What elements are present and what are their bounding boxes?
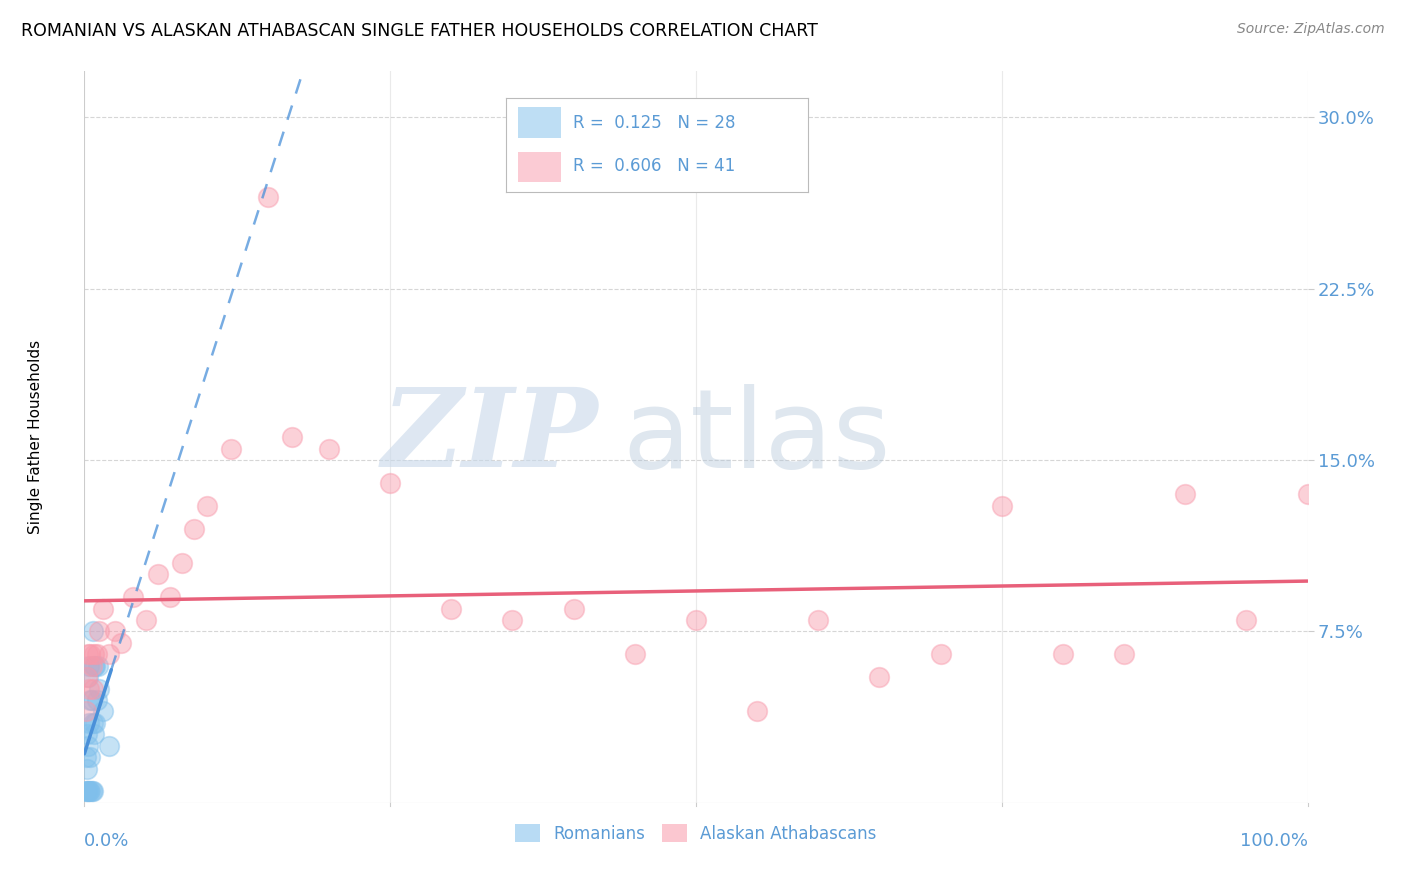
Point xyxy=(75,784,97,798)
Point xyxy=(991,499,1014,513)
Point xyxy=(172,556,194,570)
Text: Source: ZipAtlas.com: Source: ZipAtlas.com xyxy=(1237,22,1385,37)
Point xyxy=(318,442,340,456)
Point xyxy=(77,784,100,798)
Point xyxy=(76,727,98,741)
Point xyxy=(82,624,104,639)
Point xyxy=(195,499,218,513)
Point xyxy=(440,601,463,615)
Point xyxy=(75,750,97,764)
Point xyxy=(77,670,100,684)
Point xyxy=(91,601,114,615)
Point xyxy=(97,647,120,661)
Legend: Romanians, Alaskan Athabascans: Romanians, Alaskan Athabascans xyxy=(509,818,883,849)
Point xyxy=(76,762,98,776)
Point xyxy=(77,715,100,730)
Point xyxy=(76,784,98,798)
Point xyxy=(79,647,101,661)
Point xyxy=(77,784,100,798)
Point xyxy=(1296,487,1319,501)
Point xyxy=(97,739,120,753)
Point xyxy=(82,681,104,696)
Text: 0.0%: 0.0% xyxy=(84,832,129,850)
Point xyxy=(87,658,110,673)
Point xyxy=(122,590,145,604)
Point xyxy=(80,693,103,707)
Point xyxy=(84,715,107,730)
Point xyxy=(77,658,100,673)
Point xyxy=(84,658,107,673)
Point xyxy=(135,613,157,627)
Point xyxy=(76,670,98,684)
Point xyxy=(685,613,707,627)
Text: Single Father Households: Single Father Households xyxy=(28,340,44,534)
FancyBboxPatch shape xyxy=(519,108,561,138)
Point xyxy=(1114,647,1136,661)
Point xyxy=(502,613,524,627)
Point xyxy=(80,784,103,798)
Point xyxy=(380,475,402,490)
Text: 100.0%: 100.0% xyxy=(1240,832,1308,850)
Point xyxy=(79,693,101,707)
Point xyxy=(159,590,181,604)
Point xyxy=(869,670,891,684)
Point xyxy=(83,658,105,673)
Text: atlas: atlas xyxy=(623,384,891,491)
FancyBboxPatch shape xyxy=(519,152,561,183)
Text: ZIP: ZIP xyxy=(381,384,598,491)
Point xyxy=(624,647,647,661)
Text: R =  0.606   N = 41: R = 0.606 N = 41 xyxy=(572,158,735,176)
Point xyxy=(80,658,103,673)
Point xyxy=(75,705,97,719)
Point xyxy=(79,750,101,764)
Point xyxy=(86,647,108,661)
Point xyxy=(91,705,114,719)
Point xyxy=(104,624,127,639)
Point xyxy=(77,647,100,661)
Point xyxy=(219,442,242,456)
Point xyxy=(146,567,169,582)
Point xyxy=(1236,613,1258,627)
Point xyxy=(83,727,105,741)
Point xyxy=(77,681,100,696)
Point xyxy=(1174,487,1197,501)
Point xyxy=(281,430,304,444)
Point xyxy=(807,613,830,627)
Point xyxy=(82,715,104,730)
Point xyxy=(87,624,110,639)
Point xyxy=(929,647,952,661)
Point xyxy=(87,681,110,696)
Point xyxy=(86,693,108,707)
Text: R =  0.125   N = 28: R = 0.125 N = 28 xyxy=(572,114,735,132)
Point xyxy=(747,705,769,719)
Point xyxy=(77,739,100,753)
Point xyxy=(110,636,132,650)
Point xyxy=(79,784,101,798)
Point xyxy=(257,190,280,204)
Point xyxy=(1052,647,1074,661)
Point xyxy=(562,601,585,615)
Point xyxy=(183,521,205,535)
Point xyxy=(82,784,104,798)
Point xyxy=(83,647,105,661)
Text: ROMANIAN VS ALASKAN ATHABASCAN SINGLE FATHER HOUSEHOLDS CORRELATION CHART: ROMANIAN VS ALASKAN ATHABASCAN SINGLE FA… xyxy=(21,22,818,40)
